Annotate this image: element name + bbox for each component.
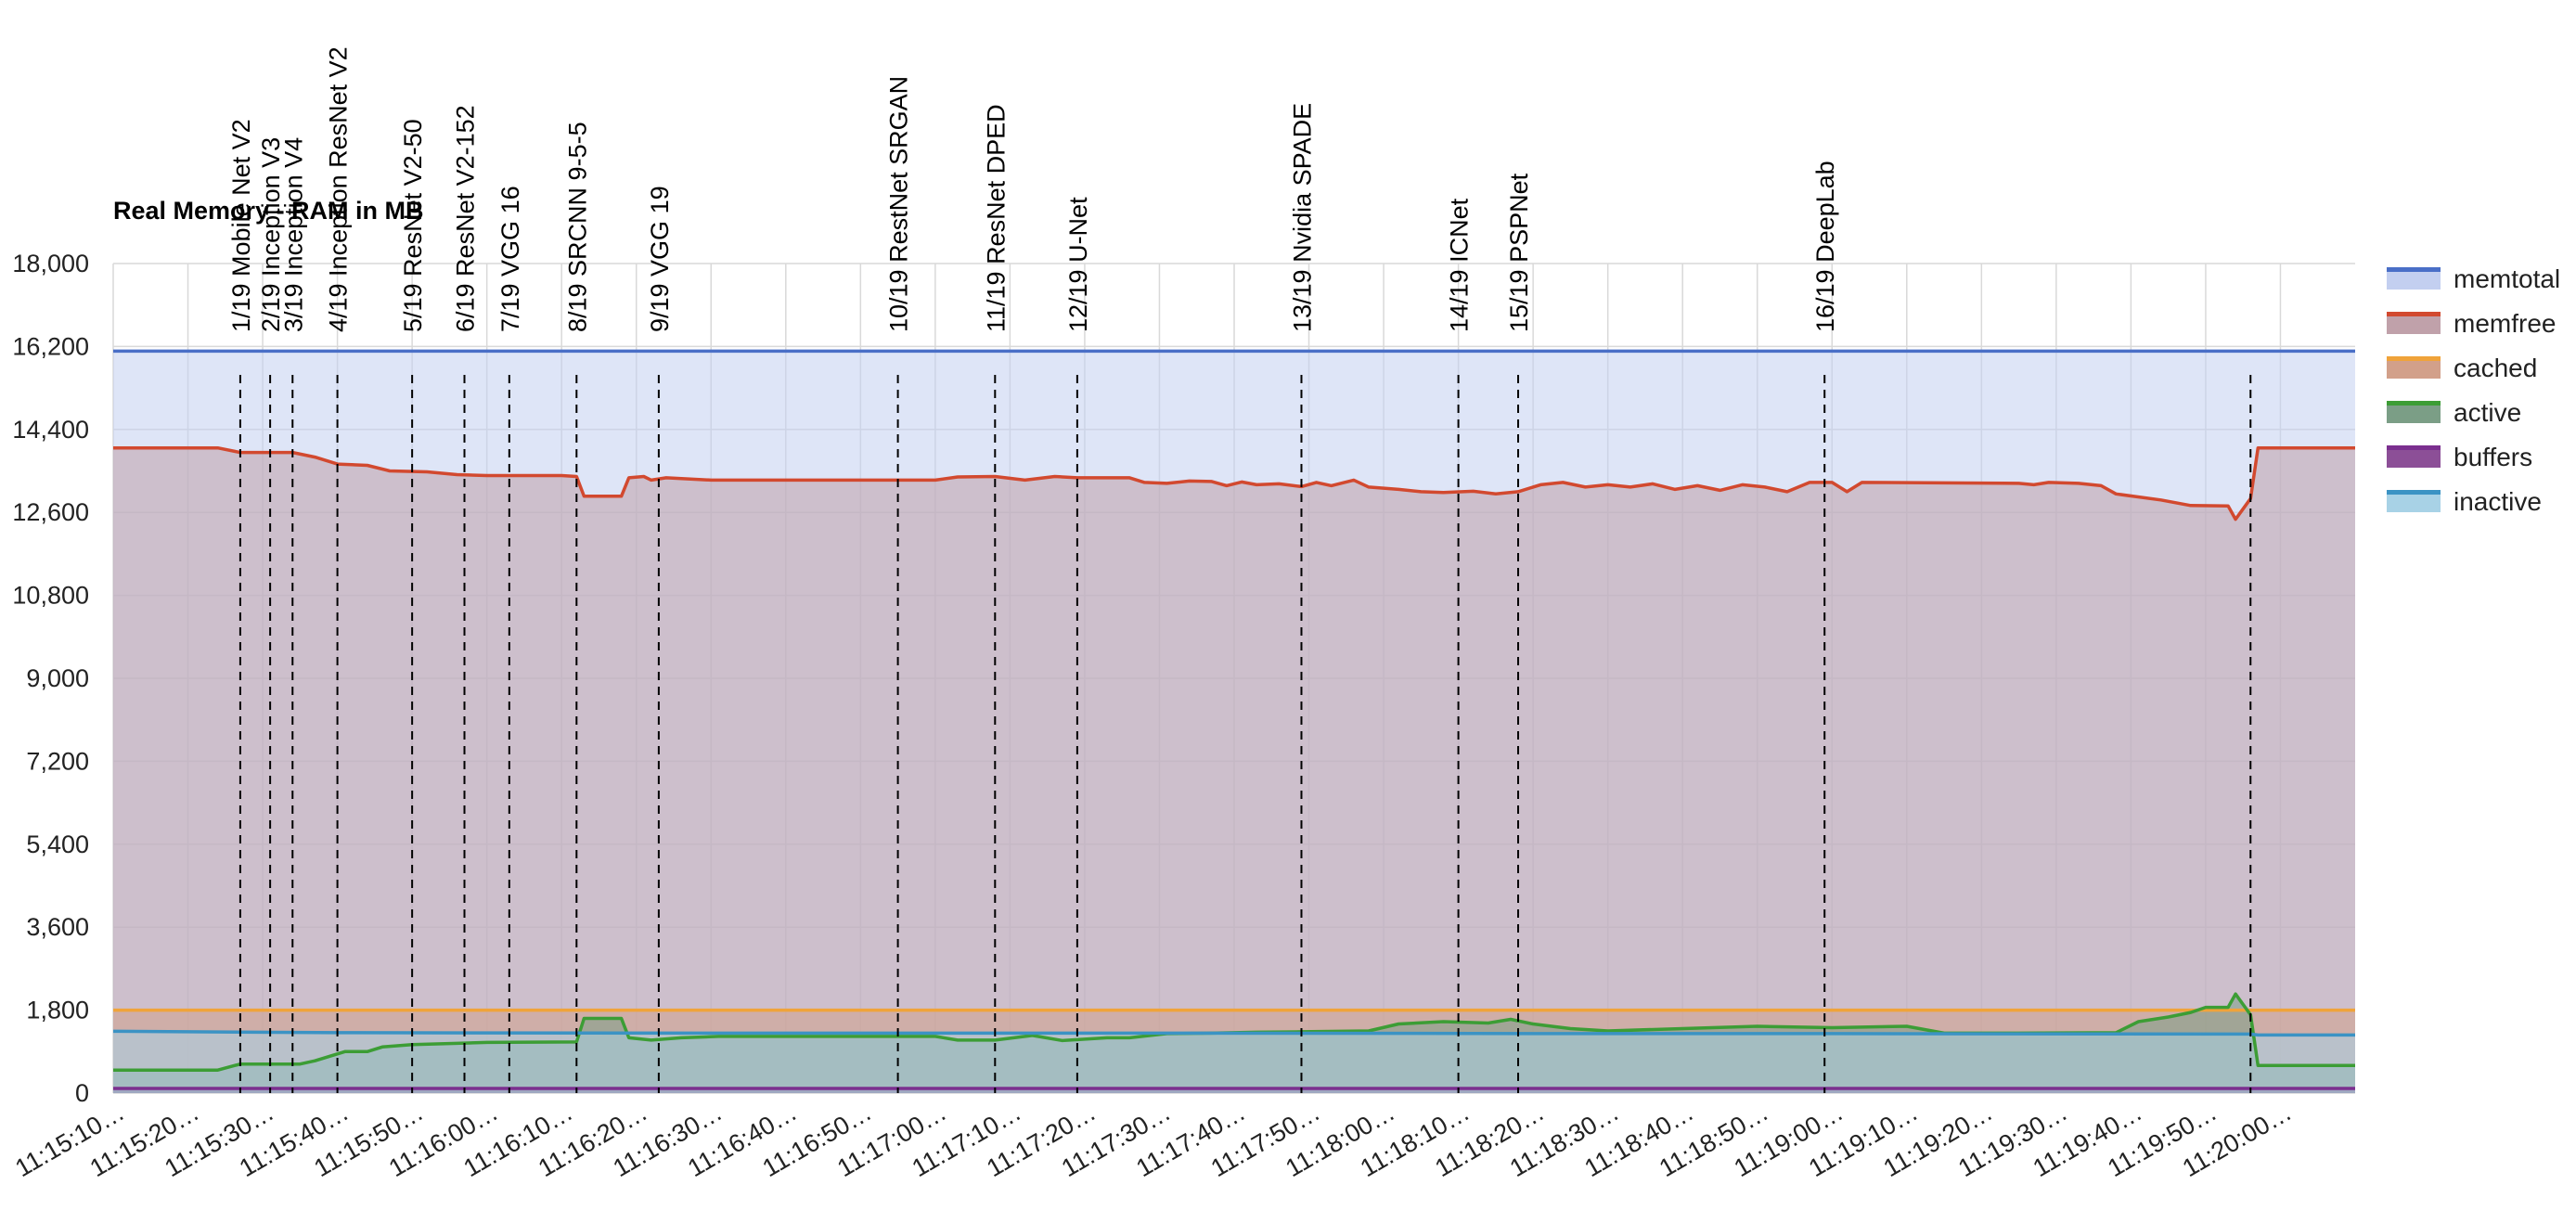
- legend-item-memfree[interactable]: memfree: [2387, 309, 2556, 338]
- series-areas: [113, 351, 2355, 1093]
- y-tick-label: 1,800: [26, 997, 89, 1024]
- annotation-label-16: 16/19 DeepLab: [1811, 161, 1839, 332]
- annotation-label-5: 5/19 ResNet V2-50: [399, 119, 427, 332]
- annotation-label-1: 1/19 Mobile Net V2: [227, 119, 255, 332]
- series-line-inactive: [112, 1029, 2355, 1037]
- annotation-label-11: 11/19 ResNet DPED: [982, 104, 1010, 332]
- legend-swatch-line-cached: [2387, 356, 2441, 361]
- legend-item-memtotal[interactable]: memtotal: [2387, 264, 2560, 293]
- annotation-label-7: 7/19 VGG 16: [496, 186, 524, 332]
- chart-title: Real Memory - RAM in MB: [113, 197, 424, 225]
- legend-item-cached[interactable]: cached: [2387, 354, 2537, 382]
- y-tick-label: 5,400: [26, 830, 89, 858]
- legend-swatch-line-memfree: [2387, 312, 2441, 316]
- annotation-label-13: 13/19 Nvidia SPADE: [1289, 103, 1317, 332]
- y-tick-label: 16,200: [12, 332, 89, 360]
- y-axis: 0 1,800 3,600 5,400 7,200 9,000 10,800 12,600 14…: [12, 250, 89, 1107]
- legend-label-buffers: buffers: [2454, 443, 2532, 471]
- annotations: 1/19 Mobile Net V2 2/19 Inception V33/19 …: [227, 46, 2252, 1093]
- legend-item-inactive[interactable]: inactive: [2387, 487, 2542, 516]
- legend-swatch-line-buffers: [2387, 445, 2441, 450]
- annotation-label-2: 2/19 Inception V3: [257, 137, 285, 332]
- series-line-memfree: [113, 445, 2355, 521]
- annotation-label-10: 10/19 RestNet SRGAN: [885, 76, 913, 332]
- legend-label-cached: cached: [2454, 354, 2537, 382]
- series-area-inactive: [113, 1031, 2355, 1093]
- legend-label-memfree: memfree: [2454, 309, 2556, 338]
- legend-label-memtotal: memtotal: [2454, 264, 2560, 293]
- legend[interactable]: memtotal memfree cached active buffers inacti…: [2387, 264, 2560, 516]
- series-lines: [112, 349, 2355, 1090]
- legend-swatch-line-active: [2387, 401, 2441, 406]
- y-tick-label: 12,600: [12, 498, 89, 526]
- annotation-label-14: 14/19 ICNet: [1446, 198, 1474, 332]
- legend-label-inactive: inactive: [2454, 487, 2542, 516]
- annotation-label-4: 4/19 Inception ResNet V2: [325, 46, 353, 332]
- legend-label-active: active: [2454, 398, 2521, 427]
- y-tick-label: 9,000: [26, 664, 89, 692]
- y-tick-label: 10,800: [12, 582, 89, 610]
- legend-item-buffers[interactable]: buffers: [2387, 443, 2532, 471]
- legend-swatch-line-memtotal: [2387, 267, 2441, 272]
- legend-swatch-line-inactive: [2387, 490, 2441, 495]
- y-tick-label: 18,000: [12, 250, 89, 277]
- annotation-label-6: 6/19 ResNet V2-152: [452, 105, 480, 332]
- annotation-label-15: 15/19 PSPNet: [1505, 173, 1533, 332]
- y-tick-label: 14,400: [12, 416, 89, 444]
- annotation-label-12: 12/19 U-Net: [1064, 197, 1092, 332]
- annotation-label-3: 3/19 Inception V4: [279, 137, 307, 332]
- series-area-memfree: [113, 447, 2355, 1093]
- legend-item-active[interactable]: active: [2387, 398, 2521, 427]
- y-tick-label: 3,600: [26, 913, 89, 941]
- annotation-label-9: 9/19 VGG 19: [646, 186, 674, 332]
- y-tick-label: 0: [75, 1079, 89, 1107]
- annotation-label-8: 8/19 SRCNN 9-5-5: [563, 122, 591, 332]
- y-tick-label: 7,200: [26, 747, 89, 775]
